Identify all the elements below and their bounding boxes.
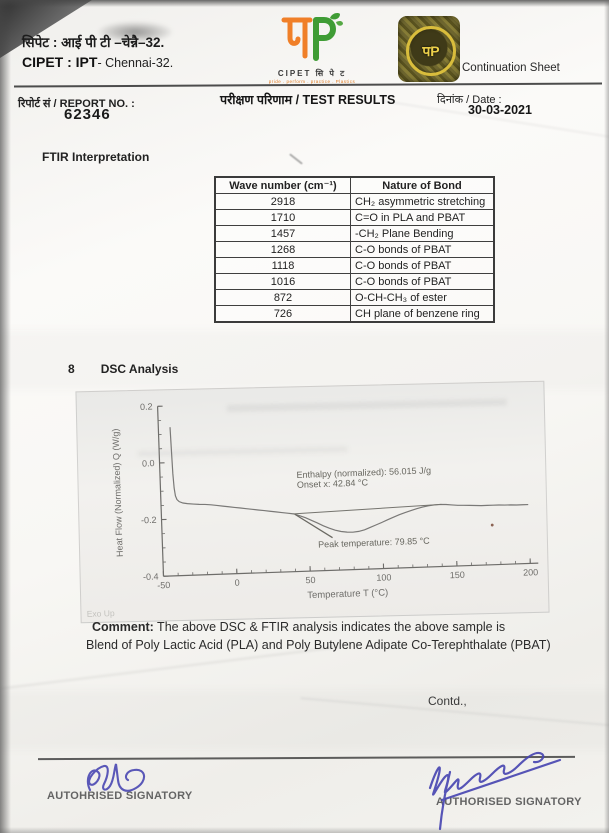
date-value: 30-03-2021 — [468, 103, 532, 117]
hologram-seal-icon: पP — [398, 16, 460, 82]
dsc-chart: -50 0 50 100 150 200 0.2 0.0 -0.2 -0.4 Temperature… — [87, 402, 539, 619]
table-row: 1118 C-O bonds of PBAT — [214, 257, 495, 274]
wave-number-cell: 1710 — [214, 209, 351, 226]
svg-text:0.0: 0.0 — [142, 458, 155, 468]
bond-nature-cell: C=O in PLA and PBAT — [350, 209, 495, 226]
wave-number-cell: 1118 — [214, 257, 351, 274]
cipet-logo: CIPET सि पे ट pride . perform . practice… — [256, 12, 368, 84]
svg-text:Onset x: 42.84 °C: Onset x: 42.84 °C — [297, 477, 369, 489]
table-row: 1457 -CH₂ Plane Bending — [214, 225, 495, 242]
scan-edge — [0, 0, 609, 7]
org-city: - Chennai-32. — [97, 56, 174, 71]
wave-number-cell: 1016 — [214, 273, 351, 290]
bond-nature-cell: C-O bonds of PBAT — [350, 241, 495, 258]
svg-text:100: 100 — [376, 572, 391, 583]
signature-right-icon — [428, 751, 562, 831]
scan-edge — [0, 827, 609, 833]
bond-nature-cell: CH plane of benzene ring — [350, 305, 495, 323]
ftir-heading: FTIR Interpretation — [42, 150, 150, 164]
wave-number-cell: 1268 — [214, 241, 351, 258]
svg-text:-0.2: -0.2 — [141, 515, 157, 526]
comment-line1: Comment: The above DSC & FTIR analysis i… — [92, 618, 586, 636]
dsc-section-number: 8 — [68, 362, 75, 376]
scan-edge — [0, 0, 11, 833]
ftir-table-head: Wave number (cm⁻¹) Nature of Bond — [214, 176, 495, 194]
svg-text:0: 0 — [235, 578, 240, 588]
bond-nature-cell: -CH₂ Plane Bending — [350, 225, 495, 242]
svg-text:Peak temperature: 79.85 °C: Peak temperature: 79.85 °C — [318, 536, 430, 550]
cipet-logo-mark-icon — [281, 13, 343, 61]
report-no-label: रिपोर्ट सं / REPORT NO. : — [18, 98, 135, 110]
continuation-sheet-label: Continuation Sheet — [462, 62, 560, 74]
svg-text:150: 150 — [450, 570, 465, 581]
ftir-table-body: 2918 CH₂ asymmetric stretching 1710 C=O in … — [214, 193, 495, 323]
table-row: 1710 C=O in PLA and PBAT — [214, 209, 495, 226]
wave-number-cell: 872 — [214, 289, 351, 306]
report-no-value: 62346 — [64, 106, 111, 123]
dsc-heading: 8 DSC Analysis — [68, 362, 178, 376]
ftir-column-header: Wave number (cm⁻¹) — [214, 176, 351, 194]
dsc-heading-label: DSC Analysis — [100, 362, 179, 376]
pen-mark — [289, 153, 303, 165]
test-results-title: परीक्षण परिणाम / TEST RESULTS — [220, 93, 396, 107]
date-label: दिनांक / Date : — [437, 94, 502, 106]
hologram-seal-ring: पP — [406, 26, 456, 76]
cipet-logo-tagline: pride . perform . practice . Plastics — [268, 79, 356, 84]
comment-label: Comment: — [92, 620, 154, 634]
bond-nature-cell: CH₂ asymmetric stretching — [350, 193, 495, 210]
authorised-signatory-right-label: AUTHORISED SIGNATORY — [436, 796, 582, 808]
ftir-table: Wave number (cm⁻¹) Nature of Bond 2918 CH₂… — [214, 176, 495, 323]
svg-text:Temperature T (°C): Temperature T (°C) — [307, 587, 388, 601]
svg-text:Heat Flow (Normalized) Q (W/: Heat Flow (Normalized) Q (W/g) — [110, 428, 124, 557]
comment-line2: Blend of Poly Lactic Acid (PLA) and Poly… — [86, 638, 551, 653]
signature-left-icon — [86, 763, 146, 792]
org-identity: सिपेट : आई पी टी –चेन्नै–32. CIPET : IPT… — [22, 34, 173, 74]
svg-text:200: 200 — [523, 567, 538, 578]
dsc-chart-scan: -50 0 50 100 150 200 0.2 0.0 -0.2 -0.4 Temperature… — [75, 380, 550, 624]
wave-number-cell: 726 — [214, 305, 351, 323]
cipet-logo-caption: CIPET सि पे ट — [277, 69, 347, 78]
scan-edge — [604, 0, 609, 833]
wave-number-cell: 2918 — [214, 193, 351, 210]
svg-text:50: 50 — [305, 575, 315, 585]
hologram-seal-glyph: पP — [422, 42, 440, 59]
scan-smudge — [98, 22, 172, 42]
comment-text: The above DSC & FTIR analysis indicates … — [153, 620, 506, 634]
org-name-hindi: सिपेट : आई पी टी –चेन्नै–32. — [22, 35, 165, 50]
table-row: 2918 CH₂ asymmetric stretching — [214, 193, 495, 210]
svg-text:0.2: 0.2 — [140, 402, 153, 412]
header-divider — [13, 82, 603, 88]
svg-text:Enthalpy (normalized): 56.015: Enthalpy (normalized): 56.015 J/g — [296, 465, 431, 480]
org-name-english: CIPET : IPT- Chennai-32. — [22, 52, 173, 74]
authorised-signatory-left-label: AUTOHRISED SIGNATORY — [47, 790, 193, 802]
svg-text:-0.4: -0.4 — [143, 571, 159, 582]
contd-label: Contd., — [428, 694, 467, 708]
wave-number-cell: 1457 — [214, 225, 351, 242]
svg-text:Exo Up: Exo Up — [87, 608, 115, 619]
table-row: 726 CH plane of benzene ring — [214, 305, 495, 323]
org-abbr: CIPET : IPT — [22, 54, 98, 71]
bond-nature-cell: C-O bonds of PBAT — [350, 273, 495, 290]
table-row: 1268 C-O bonds of PBAT — [214, 241, 495, 258]
svg-text:-50: -50 — [157, 580, 170, 590]
table-row: 872 O-CH-CH₃ of ester — [214, 289, 495, 306]
comment-block: Comment: The above DSC & FTIR analysis i… — [86, 618, 586, 654]
ftir-column-header: Nature of Bond — [350, 176, 495, 194]
bond-nature-cell: C-O bonds of PBAT — [350, 257, 495, 274]
table-row: 1016 C-O bonds of PBAT — [214, 273, 495, 290]
bond-nature-cell: O-CH-CH₃ of ester — [350, 289, 495, 306]
